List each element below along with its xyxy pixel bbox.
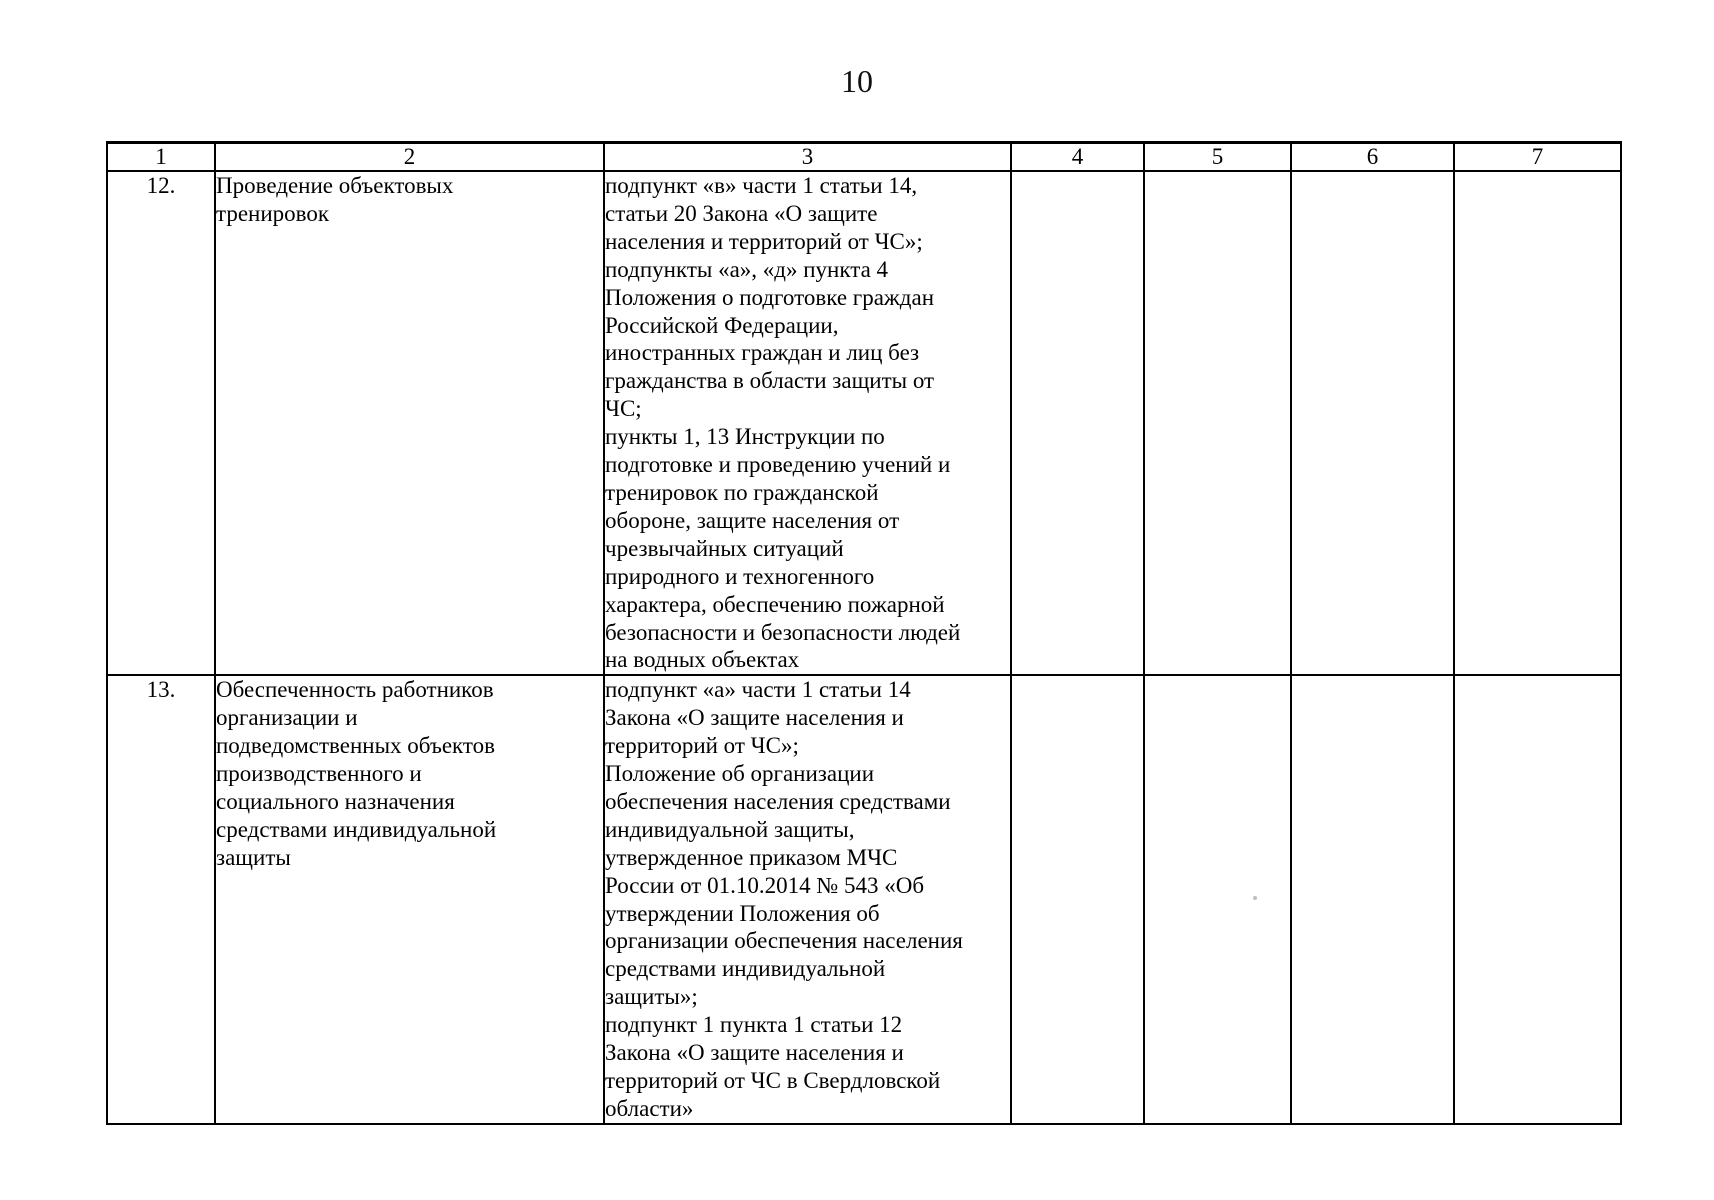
empty-cell — [1010, 169, 1145, 677]
empty-cell — [1453, 674, 1622, 1125]
row-number-cell: 12. — [106, 169, 216, 677]
legal-basis-cell: подпункт «в» части 1 статьи 14, статьи 2… — [603, 169, 1012, 677]
column-header-7: 7 — [1453, 141, 1622, 172]
row-number: 12. — [146, 173, 176, 198]
column-header-2: 2 — [214, 141, 605, 172]
column-header-3: 3 — [603, 141, 1012, 172]
empty-cell — [1143, 674, 1292, 1125]
table-row: 12. Проведение объектовых тренировок под… — [106, 169, 1622, 677]
row-number-cell: 13. — [106, 674, 216, 1125]
empty-cell — [1453, 169, 1622, 677]
empty-cell — [1290, 674, 1455, 1125]
row-number: 13. — [146, 677, 176, 703]
empty-cell — [1290, 169, 1455, 677]
table-row: 13. Обеспеченность работников организаци… — [106, 674, 1622, 1125]
column-header-4: 4 — [1010, 141, 1145, 172]
indicator-name: Проведение объектовых тренировок — [216, 173, 454, 226]
empty-cell — [1010, 674, 1145, 1125]
legal-basis-cell: подпункт «а» части 1 статьи 14 Закона «О… — [603, 674, 1012, 1125]
column-header-1: 1 — [106, 141, 216, 172]
indicator-name: Обеспеченность работников организации и … — [216, 677, 497, 870]
legal-basis-text: подпункт «а» части 1 статьи 14 Закона «О… — [605, 677, 963, 1121]
table-header-row: 1 2 3 4 5 6 7 — [106, 141, 1622, 172]
page-number: 10 — [841, 63, 873, 99]
legal-basis-text: подпункт «в» части 1 статьи 14, статьи 2… — [605, 173, 961, 673]
compliance-table: 1 2 3 4 5 6 7 12. Проведение объектовых … — [106, 141, 1622, 1125]
empty-cell — [1143, 169, 1292, 677]
indicator-name-cell: Обеспеченность работников организации и … — [214, 674, 605, 1125]
column-header-5: 5 — [1143, 141, 1292, 172]
scan-artifact-speck — [1253, 896, 1257, 900]
indicator-name-cell: Проведение объектовых тренировок — [214, 169, 605, 677]
column-header-6: 6 — [1290, 141, 1455, 172]
